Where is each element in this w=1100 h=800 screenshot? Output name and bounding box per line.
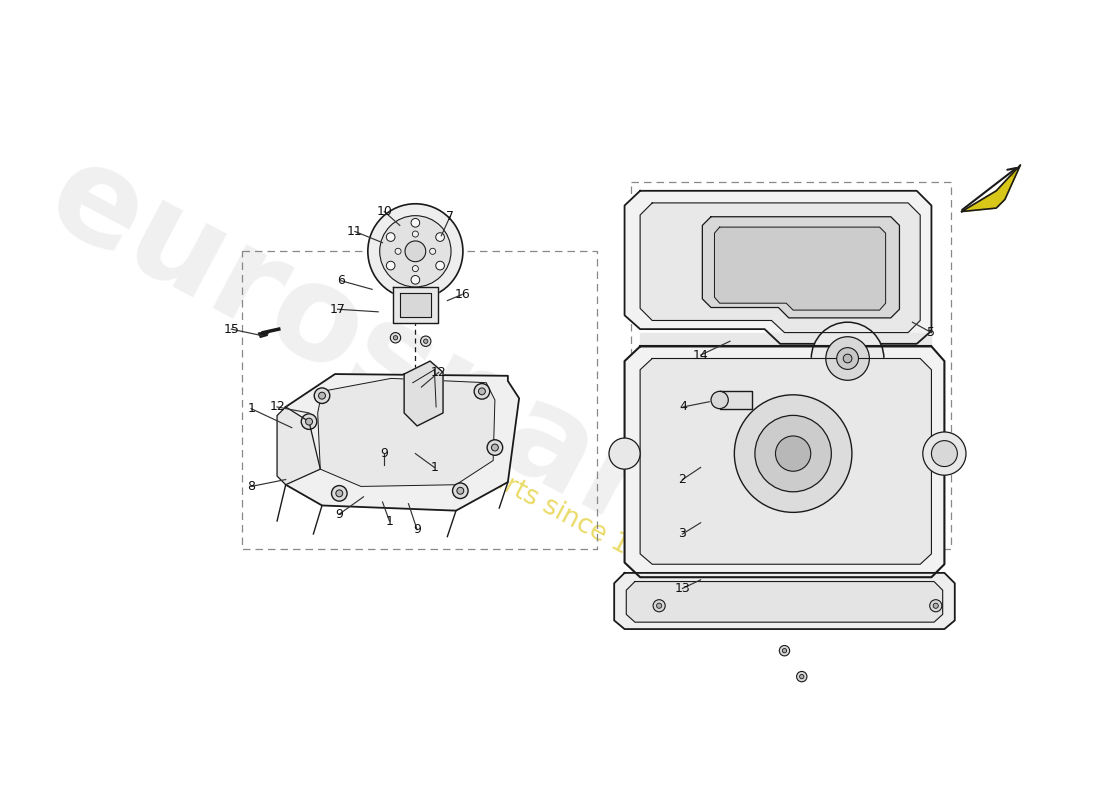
Circle shape: [933, 603, 938, 608]
Polygon shape: [715, 227, 886, 310]
Circle shape: [405, 241, 426, 262]
Circle shape: [776, 436, 811, 471]
Circle shape: [430, 248, 436, 254]
Text: 1: 1: [248, 402, 255, 415]
Text: a passion for parts since 1983: a passion for parts since 1983: [312, 373, 678, 583]
Circle shape: [478, 388, 485, 395]
Circle shape: [800, 674, 804, 678]
Polygon shape: [614, 573, 955, 629]
Text: 12: 12: [270, 401, 285, 414]
Text: 9: 9: [414, 523, 421, 536]
Circle shape: [390, 333, 400, 343]
Text: 17: 17: [330, 302, 345, 316]
Polygon shape: [625, 346, 945, 578]
Circle shape: [336, 490, 343, 497]
Circle shape: [657, 603, 662, 608]
Text: 4: 4: [680, 401, 688, 414]
Text: 14: 14: [693, 349, 708, 362]
Polygon shape: [640, 333, 932, 346]
Circle shape: [412, 231, 418, 237]
Text: 13: 13: [674, 582, 691, 595]
Circle shape: [386, 233, 395, 242]
Text: 2: 2: [679, 473, 686, 486]
Polygon shape: [640, 358, 932, 564]
Polygon shape: [399, 293, 431, 317]
Circle shape: [386, 262, 395, 270]
Circle shape: [319, 392, 326, 399]
Circle shape: [379, 216, 451, 287]
Circle shape: [394, 335, 398, 340]
Circle shape: [395, 248, 402, 254]
Circle shape: [306, 418, 312, 425]
Circle shape: [492, 444, 498, 451]
Polygon shape: [625, 191, 932, 344]
Circle shape: [826, 337, 869, 380]
Circle shape: [301, 414, 317, 430]
Circle shape: [837, 348, 858, 370]
Circle shape: [452, 483, 469, 498]
Circle shape: [411, 218, 420, 227]
Polygon shape: [961, 165, 1021, 211]
Circle shape: [782, 649, 786, 653]
Text: 12: 12: [431, 366, 447, 379]
Polygon shape: [640, 203, 921, 333]
Circle shape: [367, 204, 463, 299]
Circle shape: [609, 438, 640, 469]
Polygon shape: [404, 361, 443, 426]
Circle shape: [932, 441, 957, 466]
Polygon shape: [277, 407, 320, 485]
Circle shape: [923, 432, 966, 475]
Circle shape: [487, 440, 503, 455]
Circle shape: [711, 391, 728, 409]
Circle shape: [315, 388, 330, 403]
Text: 9: 9: [336, 508, 343, 521]
Polygon shape: [393, 286, 438, 323]
Circle shape: [424, 339, 428, 343]
Circle shape: [420, 336, 431, 346]
Text: 16: 16: [454, 288, 470, 301]
Text: 11: 11: [346, 225, 363, 238]
Text: 1: 1: [385, 514, 394, 527]
Text: eurospares: eurospares: [28, 130, 824, 634]
Circle shape: [474, 383, 490, 399]
Text: 6: 6: [337, 274, 345, 287]
Polygon shape: [318, 378, 495, 486]
Polygon shape: [719, 391, 752, 409]
Circle shape: [411, 275, 420, 284]
Circle shape: [653, 600, 666, 612]
Text: 10: 10: [376, 205, 393, 218]
Text: 8: 8: [248, 480, 255, 493]
Circle shape: [930, 600, 942, 612]
Polygon shape: [286, 374, 519, 510]
Polygon shape: [703, 217, 900, 318]
Circle shape: [735, 395, 851, 512]
Text: 1: 1: [430, 461, 438, 474]
Text: 9: 9: [381, 447, 388, 460]
Circle shape: [755, 415, 832, 492]
Circle shape: [844, 354, 851, 363]
Circle shape: [779, 646, 790, 656]
Text: 3: 3: [679, 527, 686, 541]
Circle shape: [412, 266, 418, 272]
Circle shape: [331, 486, 348, 501]
Circle shape: [436, 233, 444, 242]
Circle shape: [456, 487, 464, 494]
Text: 15: 15: [223, 322, 239, 336]
Circle shape: [796, 671, 807, 682]
Text: 5: 5: [927, 326, 935, 339]
Circle shape: [436, 262, 444, 270]
Polygon shape: [626, 582, 943, 622]
Text: 7: 7: [446, 210, 454, 223]
Circle shape: [812, 322, 884, 395]
